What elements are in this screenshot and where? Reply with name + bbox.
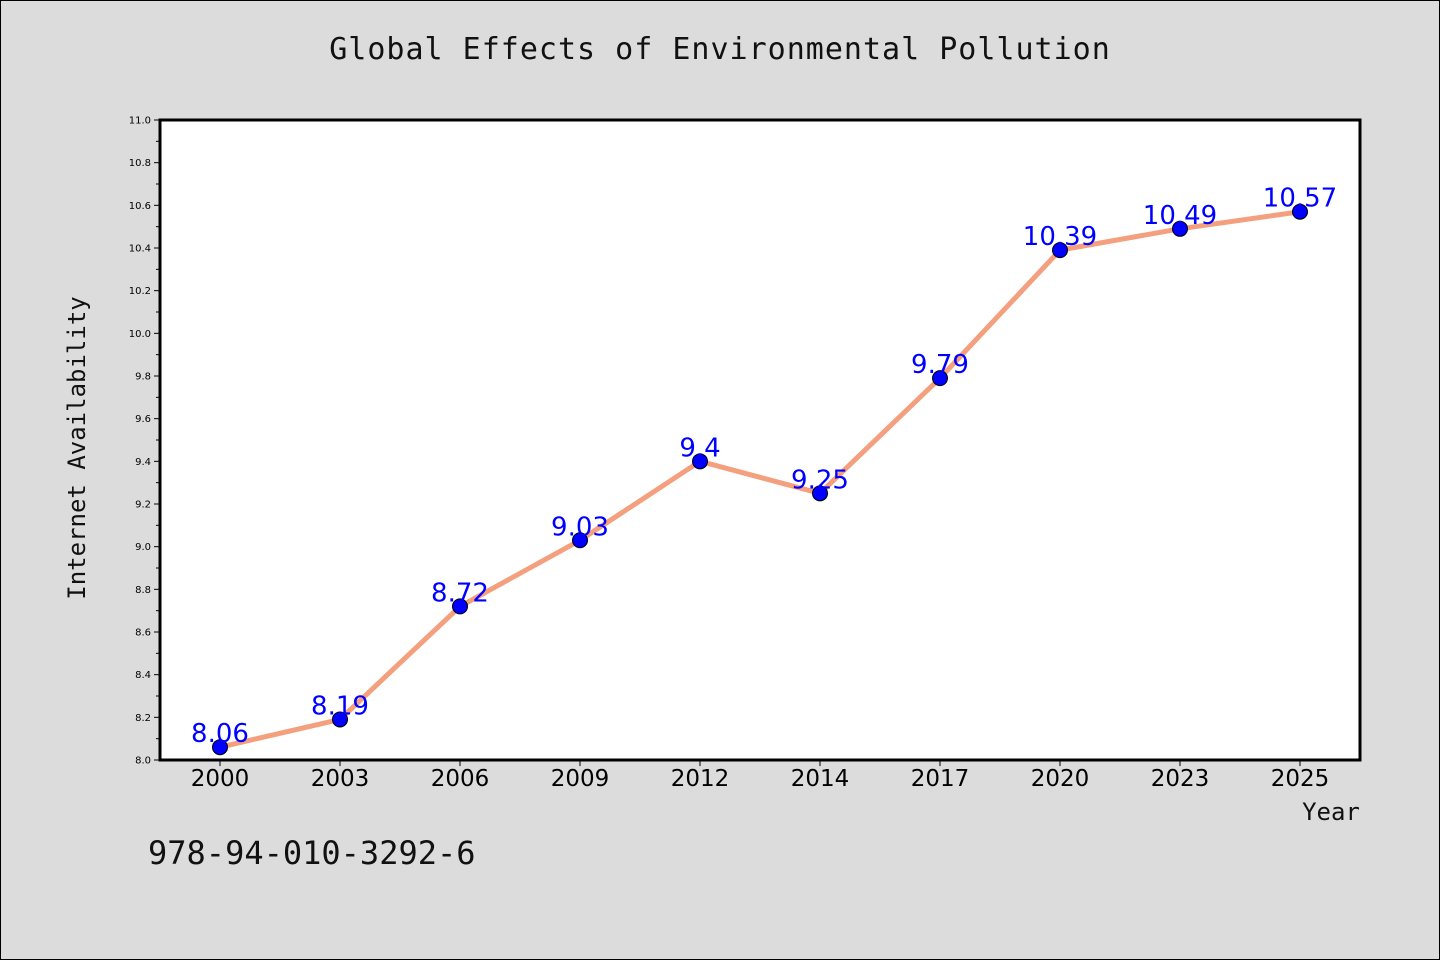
plot-area <box>160 120 1360 760</box>
x-tick-label: 2023 <box>1151 766 1210 792</box>
x-tick-label: 2020 <box>1031 766 1090 792</box>
y-tick-label: 10.6 <box>129 201 151 212</box>
data-label: 9.4 <box>679 433 720 463</box>
data-point <box>812 485 828 502</box>
y-axis: 8.0 8.2 8.4 8.6 8.8 9.0 9.2 9.4 9.6 9.8 10.0 10.2 10… <box>129 116 160 767</box>
x-tick-label: 2025 <box>1271 766 1330 792</box>
x-tick-label: 2000 <box>191 766 250 792</box>
y-tick-label: 9.2 <box>135 500 151 511</box>
y-tick-label: 10.2 <box>129 286 151 297</box>
y-tick-label: 8.4 <box>135 670 151 681</box>
data-label: 8.19 <box>311 691 369 721</box>
y-tick-label: 9.8 <box>135 372 151 383</box>
data-point <box>1052 242 1068 259</box>
x-tick-label: 2014 <box>791 766 850 792</box>
y-tick-label: 10.4 <box>129 244 151 255</box>
y-tick-label: 8.0 <box>135 756 151 767</box>
data-label: 10.49 <box>1143 201 1217 231</box>
data-point <box>1172 220 1188 237</box>
data-label: 8.06 <box>191 719 249 749</box>
data-point <box>452 598 468 615</box>
x-tick-label: 2009 <box>551 766 610 792</box>
y-tick-label: 9.4 <box>135 457 151 468</box>
x-tick-label: 2017 <box>911 766 970 792</box>
y-tick-label: 11.0 <box>129 116 151 127</box>
data-point <box>1292 203 1308 220</box>
isbn-text: 978-94-010-3292-6 <box>148 834 476 872</box>
x-tick-label: 2012 <box>671 766 730 792</box>
data-label: 9.79 <box>911 350 969 380</box>
y-tick-label: 8.6 <box>135 628 151 639</box>
data-labels: 8.06 8.19 8.72 9.03 9.4 9.25 9.79 10.39 10.49 10.… <box>191 184 1337 749</box>
data-label: 10.39 <box>1023 222 1097 252</box>
y-tick-label: 8.8 <box>135 585 151 596</box>
x-tick-label: 2006 <box>431 766 490 792</box>
y-axis-label: Internet Availability <box>63 296 91 599</box>
y-tick-label: 8.2 <box>135 713 151 724</box>
data-point <box>572 532 588 549</box>
x-tick-label: 2003 <box>311 766 370 792</box>
y-tick-label: 10.8 <box>129 158 151 169</box>
data-label: 8.72 <box>431 578 489 608</box>
y-tick-label: 9.0 <box>135 542 151 553</box>
data-label: 10.57 <box>1263 184 1337 214</box>
plot-border <box>158 118 1362 762</box>
data-point <box>692 453 708 470</box>
x-axis: 2000 2003 2006 2009 2012 2014 2017 2020 2023 2025 <box>191 760 1330 792</box>
series-line <box>217 209 1303 750</box>
chart-title: Global Effects of Environmental Pollutio… <box>329 32 1111 67</box>
x-axis-label: Year <box>1302 798 1360 826</box>
y-tick-label: 9.6 <box>135 414 151 425</box>
series-markers <box>212 203 1308 756</box>
data-label: 9.25 <box>791 465 849 495</box>
y-tick-label: 10.0 <box>129 329 151 340</box>
data-point <box>212 739 228 756</box>
data-point <box>332 711 348 728</box>
data-label: 9.03 <box>551 512 609 542</box>
data-point <box>932 370 948 387</box>
